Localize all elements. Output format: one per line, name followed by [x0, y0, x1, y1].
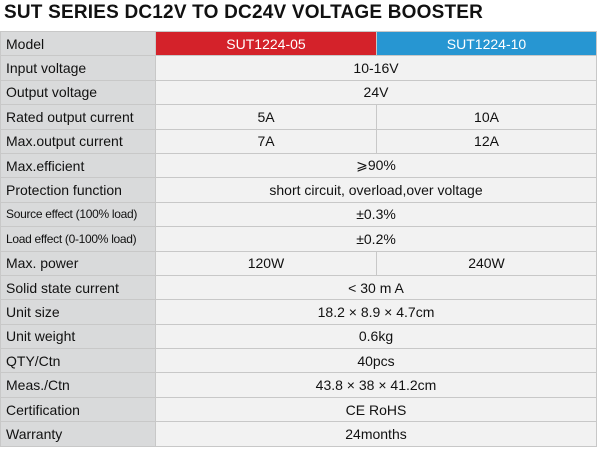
row-label: Max. power	[0, 250, 156, 276]
row-label: Unit weight	[0, 323, 156, 350]
row-value: ±0.2%	[155, 226, 597, 252]
table-row: Meas./Ctn 43.8 × 38 × 41.2cm	[0, 372, 597, 398]
row-value: short circuit, overload,over voltage	[155, 177, 597, 203]
row-label: Max.efficient	[0, 152, 156, 179]
table-row: Warranty 24months	[0, 421, 597, 447]
row-label: Meas./Ctn	[0, 372, 156, 398]
row-value: 18.2 × 8.9 × 4.7cm	[155, 299, 597, 325]
row-value-model-b: 10A	[376, 104, 597, 130]
row-value-model-b: 240W	[376, 250, 597, 276]
row-value-model-a: 120W	[155, 250, 377, 276]
row-value: 24months	[155, 421, 597, 447]
table-row: Protection function short circuit, overl…	[0, 177, 597, 203]
table-row: Certification CE RoHS	[0, 396, 597, 423]
table-row: Rated output current 5A 10A	[0, 104, 597, 130]
row-value: CE RoHS	[155, 396, 597, 423]
table-row: Unit weight 0.6kg	[0, 323, 597, 350]
spec-table: Model SUT1224-05 SUT1224-10 Input voltag…	[0, 30, 597, 447]
row-value: 40pcs	[155, 348, 597, 374]
header-label: Model	[0, 30, 156, 57]
table-row: Input voltage 10-16V	[0, 55, 597, 81]
row-label: Solid state current	[0, 274, 156, 301]
row-label: Output voltage	[0, 79, 156, 106]
row-value-model-b: 12A	[376, 128, 597, 154]
row-value: 10-16V	[155, 55, 597, 81]
table-row: Max.output current 7A 12A	[0, 128, 597, 154]
row-label: Load effect (0-100% load)	[0, 226, 156, 252]
model-b-header: SUT1224-10	[376, 30, 597, 57]
row-label: Input voltage	[0, 55, 156, 81]
table-row: QTY/Ctn 40pcs	[0, 348, 597, 374]
page-title: SUT SERIES DC12V TO DC24V VOLTAGE BOOSTE…	[4, 2, 484, 23]
row-label: Warranty	[0, 421, 156, 447]
row-label: Protection function	[0, 177, 156, 203]
table-row: Solid state current < 30 m A	[0, 274, 597, 301]
row-value-model-a: 5A	[155, 104, 377, 130]
row-value: ±0.3%	[155, 201, 597, 228]
row-value-model-a: 7A	[155, 128, 377, 154]
row-value: ⩾90%	[155, 152, 597, 179]
row-value: 24V	[155, 79, 597, 106]
table-row: Source effect (100% load) ±0.3%	[0, 201, 597, 228]
row-label: Rated output current	[0, 104, 156, 130]
row-value: 0.6kg	[155, 323, 597, 350]
table-header-row: Model SUT1224-05 SUT1224-10	[0, 30, 597, 57]
table-row: Max.efficient ⩾90%	[0, 152, 597, 179]
row-label: Certification	[0, 396, 156, 423]
row-label: Unit size	[0, 299, 156, 325]
row-value: 43.8 × 38 × 41.2cm	[155, 372, 597, 398]
row-label: Max.output current	[0, 128, 156, 154]
table-row: Max. power 120W 240W	[0, 250, 597, 276]
row-label: Source effect (100% load)	[0, 201, 156, 228]
row-value: < 30 m A	[155, 274, 597, 301]
row-label: QTY/Ctn	[0, 348, 156, 374]
model-a-header: SUT1224-05	[155, 30, 377, 57]
table-row: Load effect (0-100% load) ±0.2%	[0, 226, 597, 252]
table-row: Output voltage 24V	[0, 79, 597, 106]
table-row: Unit size 18.2 × 8.9 × 4.7cm	[0, 299, 597, 325]
